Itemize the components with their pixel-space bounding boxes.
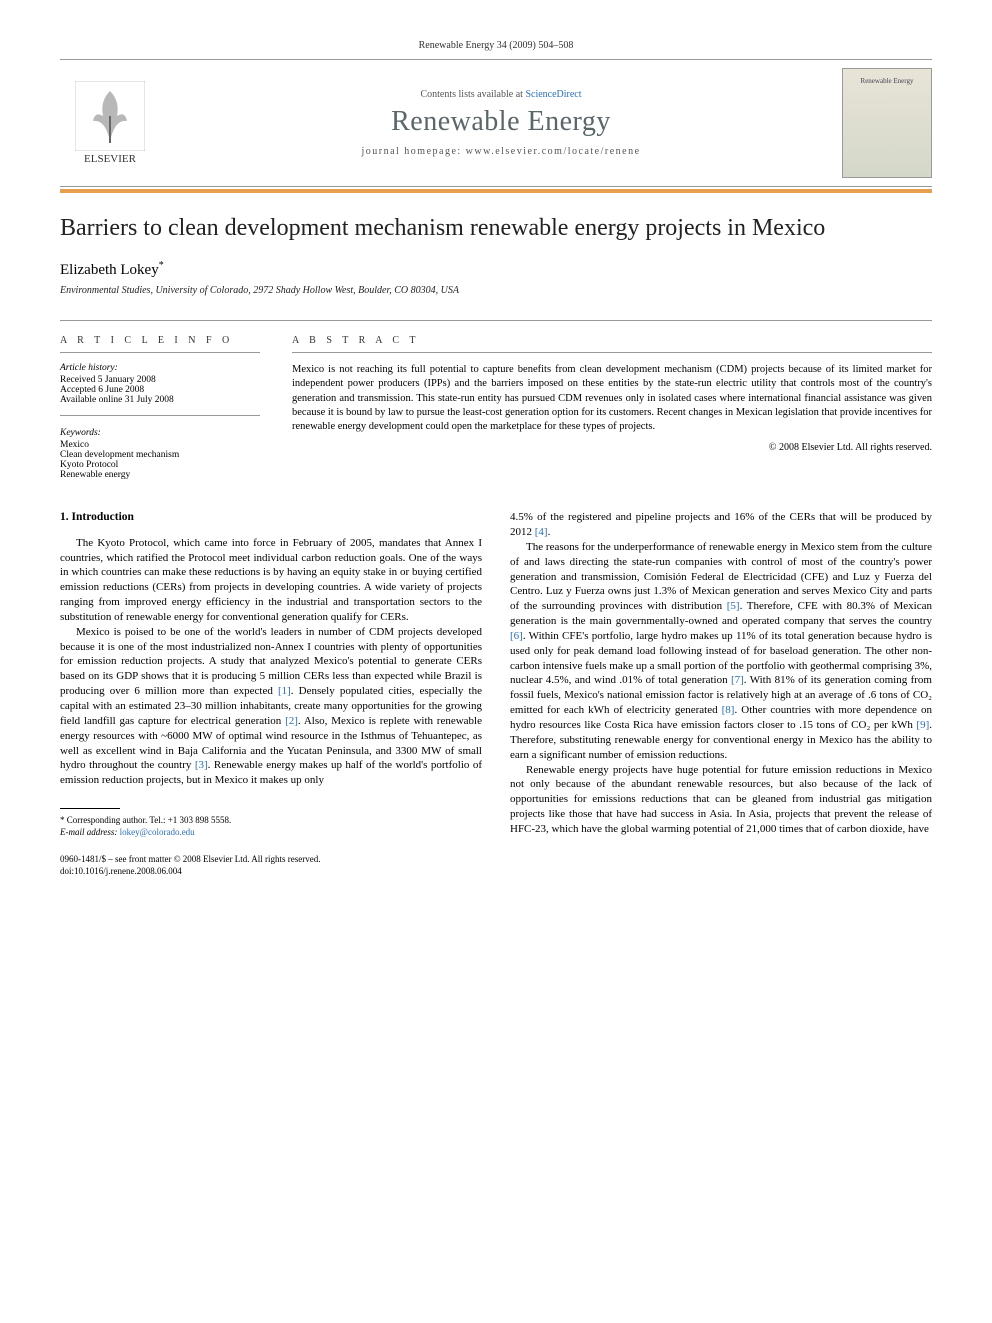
body-two-column: 1. Introduction The Kyoto Protocol, whic…: [60, 510, 932, 838]
author-name: Elizabeth Lokey*: [60, 260, 932, 279]
author-email-link[interactable]: lokey@colorado.edu: [120, 827, 195, 837]
reference-link[interactable]: [2]: [285, 715, 298, 727]
email-label: E-mail address:: [60, 827, 117, 837]
email-footnote: E-mail address: lokey@colorado.edu: [60, 827, 482, 839]
homepage-prefix: journal homepage:: [361, 146, 465, 157]
reference-link[interactable]: [6]: [510, 630, 523, 642]
reference-link[interactable]: [8]: [722, 704, 735, 716]
keywords-label: Keywords:: [60, 428, 260, 438]
reference-link[interactable]: [7]: [731, 674, 744, 686]
abstract-heading: A B S T R A C T: [292, 335, 932, 353]
keyword: Renewable energy: [60, 470, 260, 480]
accepted-date: Accepted 6 June 2008: [60, 385, 260, 395]
contents-available-line: Contents lists available at ScienceDirec…: [160, 89, 842, 100]
body-column-right: 4.5% of the registered and pipeline proj…: [510, 510, 932, 838]
received-date: Received 5 January 2008: [60, 375, 260, 385]
corresponding-author-footnote: * Corresponding author. Tel.: +1 303 898…: [60, 815, 482, 827]
online-date: Available online 31 July 2008: [60, 395, 260, 405]
keyword: Mexico: [60, 440, 260, 450]
journal-cover-thumbnail: Renewable Energy: [842, 68, 932, 178]
abstract-text: Mexico is not reaching its full potentia…: [292, 363, 932, 434]
footnote-separator: [60, 808, 120, 809]
section-heading: 1. Introduction: [60, 510, 482, 526]
body-paragraph: The Kyoto Protocol, which came into forc…: [60, 536, 482, 625]
accent-bar: [60, 189, 932, 193]
journal-name: Renewable Energy: [160, 106, 842, 138]
body-paragraph: 4.5% of the registered and pipeline proj…: [510, 510, 932, 540]
reference-link[interactable]: [1]: [278, 685, 291, 697]
journal-masthead: ELSEVIER Contents lists available at Sci…: [60, 59, 932, 187]
history-label: Article history:: [60, 363, 260, 373]
keywords-block: Keywords: Mexico Clean development mecha…: [60, 428, 260, 480]
sciencedirect-link[interactable]: ScienceDirect: [525, 89, 581, 100]
body-paragraph: Renewable energy projects have huge pote…: [510, 763, 932, 837]
issn-line: 0960-1481/$ – see front matter © 2008 El…: [60, 854, 932, 866]
paragraph-text: Mexico is poised to be one of the world'…: [60, 626, 482, 786]
masthead-center: Contents lists available at ScienceDirec…: [160, 89, 842, 157]
article-title: Barriers to clean development mechanism …: [60, 213, 932, 244]
elsevier-label: ELSEVIER: [84, 153, 136, 165]
keyword: Clean development mechanism: [60, 450, 260, 460]
body-paragraph: The reasons for the underperformance of …: [510, 540, 932, 763]
reference-link[interactable]: [3]: [195, 759, 208, 771]
article-info-column: A R T I C L E I N F O Article history: R…: [60, 335, 260, 480]
author-affiliation: Environmental Studies, University of Col…: [60, 285, 932, 296]
abstract-column: A B S T R A C T Mexico is not reaching i…: [292, 335, 932, 480]
doi-line: doi:10.1016/j.renene.2008.06.004: [60, 866, 932, 878]
homepage-url: www.elsevier.com/locate/renene: [466, 146, 641, 157]
info-abstract-row: A R T I C L E I N F O Article history: R…: [60, 320, 932, 480]
running-header: Renewable Energy 34 (2009) 504–508: [60, 40, 932, 51]
publisher-logo-block: ELSEVIER: [60, 81, 160, 165]
reference-link[interactable]: [5]: [727, 600, 740, 612]
elsevier-tree-icon: [75, 81, 145, 151]
author-text: Elizabeth Lokey: [60, 262, 159, 278]
page-footer: 0960-1481/$ – see front matter © 2008 El…: [60, 854, 932, 877]
contents-prefix: Contents lists available at: [420, 89, 525, 100]
author-corr-marker: *: [159, 260, 164, 271]
article-info-heading: A R T I C L E I N F O: [60, 335, 260, 353]
journal-homepage-line: journal homepage: www.elsevier.com/locat…: [160, 146, 842, 157]
reference-link[interactable]: [4]: [535, 526, 548, 538]
body-paragraph: Mexico is poised to be one of the world'…: [60, 625, 482, 788]
abstract-copyright: © 2008 Elsevier Ltd. All rights reserved…: [292, 442, 932, 453]
body-column-left: 1. Introduction The Kyoto Protocol, whic…: [60, 510, 482, 838]
article-history-block: Article history: Received 5 January 2008…: [60, 363, 260, 416]
reference-link[interactable]: [9]: [916, 719, 929, 731]
keyword: Kyoto Protocol: [60, 460, 260, 470]
cover-title: Renewable Energy: [861, 77, 914, 85]
